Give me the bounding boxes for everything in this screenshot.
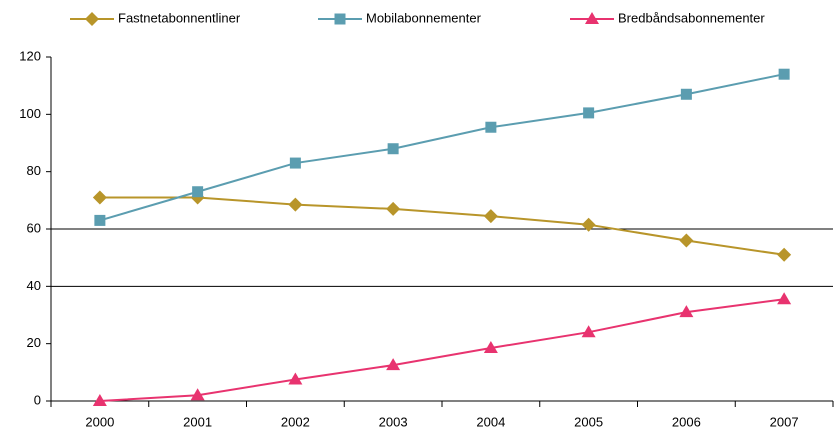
y-tick-label: 120 <box>19 48 41 63</box>
x-tick-label: 2007 <box>770 414 799 429</box>
x-tick-label: 2000 <box>85 414 114 429</box>
series-line <box>99 73 785 222</box>
x-tick-label: 2002 <box>281 414 310 429</box>
x-tick-label: 2001 <box>183 414 212 429</box>
marker <box>585 12 599 24</box>
marker <box>289 157 301 169</box>
marker <box>680 88 692 100</box>
marker <box>85 12 99 26</box>
marker <box>288 197 303 212</box>
marker <box>386 201 401 216</box>
legend-label: Bredbåndsabonnementer <box>618 10 765 25</box>
marker <box>679 305 694 318</box>
marker <box>92 190 107 205</box>
marker <box>679 233 694 248</box>
marker <box>386 358 401 371</box>
y-tick-label: 60 <box>27 220 41 235</box>
marker <box>485 121 497 133</box>
series-line <box>99 298 785 402</box>
y-tick-label: 80 <box>27 163 41 178</box>
series-line <box>99 196 785 256</box>
marker <box>581 217 596 232</box>
marker <box>94 214 106 226</box>
marker <box>334 13 346 25</box>
x-tick-label: 2004 <box>476 414 505 429</box>
y-tick-label: 100 <box>19 106 41 121</box>
marker <box>387 143 399 155</box>
legend-label: Fastnetabonnentliner <box>118 10 241 25</box>
legend-label: Mobilabonnementer <box>366 10 482 25</box>
x-tick-label: 2006 <box>672 414 701 429</box>
marker <box>483 340 498 353</box>
y-tick-label: 20 <box>27 335 41 350</box>
marker <box>192 186 204 198</box>
marker <box>778 68 790 80</box>
marker <box>777 247 792 262</box>
marker <box>483 209 498 224</box>
x-tick-label: 2003 <box>379 414 408 429</box>
marker <box>190 388 205 401</box>
marker <box>583 107 595 119</box>
x-tick-label: 2005 <box>574 414 603 429</box>
marker <box>92 394 107 406</box>
marker <box>581 325 596 338</box>
marker <box>288 372 303 385</box>
marker <box>777 292 792 305</box>
y-tick-label: 40 <box>27 278 41 293</box>
y-tick-label: 0 <box>34 392 41 407</box>
